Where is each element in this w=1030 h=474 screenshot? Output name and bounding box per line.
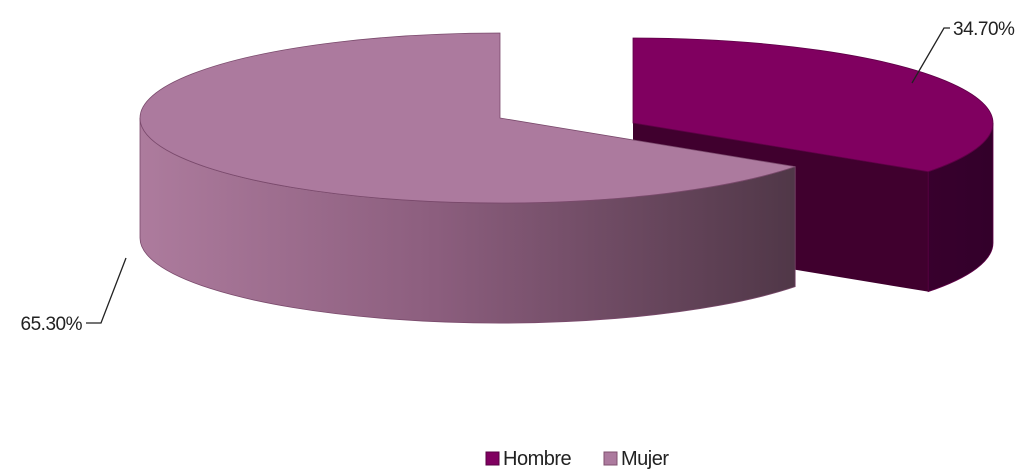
legend-swatch-hombre <box>485 451 500 466</box>
data-label-mujer: 65.30% <box>21 314 83 335</box>
legend-label-mujer: Mujer <box>621 448 669 470</box>
legend-item-hombre: Hombre <box>485 448 572 470</box>
data-labels: 34.70% 65.30% <box>21 19 1016 335</box>
legend: Hombre Mujer <box>485 448 670 470</box>
leader-line-mujer <box>86 257 127 324</box>
legend-swatch-mujer <box>603 451 618 466</box>
data-label-hombre: 34.70% <box>953 19 1015 40</box>
leader-line-hombre <box>911 27 950 84</box>
legend-label-hombre: Hombre <box>503 448 572 470</box>
pie-slices <box>139 32 994 324</box>
pie-slice-hombre <box>632 37 994 173</box>
legend-item-mujer: Mujer <box>603 448 670 470</box>
pie-slice-mujer <box>139 32 796 204</box>
